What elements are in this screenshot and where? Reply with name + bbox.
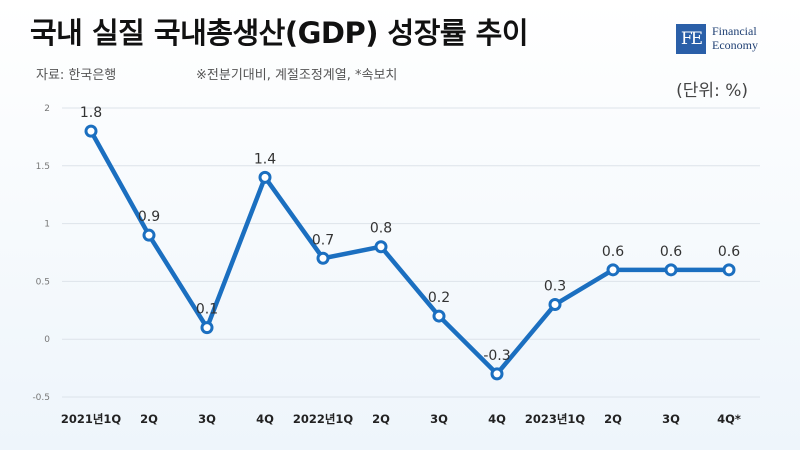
method-note: ※전분기대비, 계절조정계열, *속보치 [196,68,398,83]
data-point [316,251,330,265]
data-point [374,240,388,254]
x-tick-label: 2Q [140,412,158,426]
unit-label: (단위: %) [676,81,748,101]
data-label: 0.6 [660,244,682,260]
data-label: 1.8 [80,105,102,121]
y-tick-label: 0.5 [36,277,50,287]
data-label: 0.6 [602,244,624,260]
logo-line-1: Financial [712,24,757,38]
data-point [490,367,504,381]
data-label: 0.1 [196,302,218,318]
x-tick-label: 4Q* [717,412,741,426]
x-tick-label: 3Q [662,412,680,426]
x-tick-label: 4Q [256,412,274,426]
x-tick-label: 3Q [198,412,216,426]
data-point [200,321,214,335]
x-tick-label: 2Q [372,412,390,426]
x-tick-label: 2021년1Q [61,412,122,426]
x-tick-label: 4Q [488,412,506,426]
series-line [88,128,732,377]
data-label: 0.7 [312,232,334,248]
y-tick-label: 0 [44,335,50,345]
source-note: 자료: 한국은행 [36,68,117,83]
data-label: 0.2 [428,290,450,306]
data-label: -0.3 [483,348,510,364]
fe-logo-icon: FE [676,24,706,54]
logo-wordmark: Financial Economy [712,24,758,52]
data-point [258,170,272,184]
chart-title: 국내 실질 국내총생산(GDP) 성장률 추이 [30,16,529,50]
data-label: 1.4 [254,151,276,167]
x-tick-label: 3Q [430,412,448,426]
data-label: 0.8 [370,221,392,237]
data-point [722,263,736,277]
data-point [142,228,156,242]
x-tick-label: 2Q [604,412,622,426]
data-label: 0.3 [544,279,566,295]
financial-economy-logo: FE Financial Economy [676,22,776,58]
data-label: 0.9 [138,209,160,225]
y-tick-label: 2 [44,104,50,114]
x-tick-label: 2023년1Q [525,412,586,426]
data-point [606,263,620,277]
data-point [432,309,446,323]
data-label: 0.6 [718,244,740,260]
y-tick-label: -0.5 [32,393,50,403]
y-tick-label: 1.5 [36,162,50,172]
data-point [664,263,678,277]
x-tick-label: 2022년1Q [293,412,354,426]
data-point [84,124,98,138]
data-point [548,298,562,312]
y-tick-label: 1 [44,220,50,230]
logo-line-2: Economy [712,38,758,52]
